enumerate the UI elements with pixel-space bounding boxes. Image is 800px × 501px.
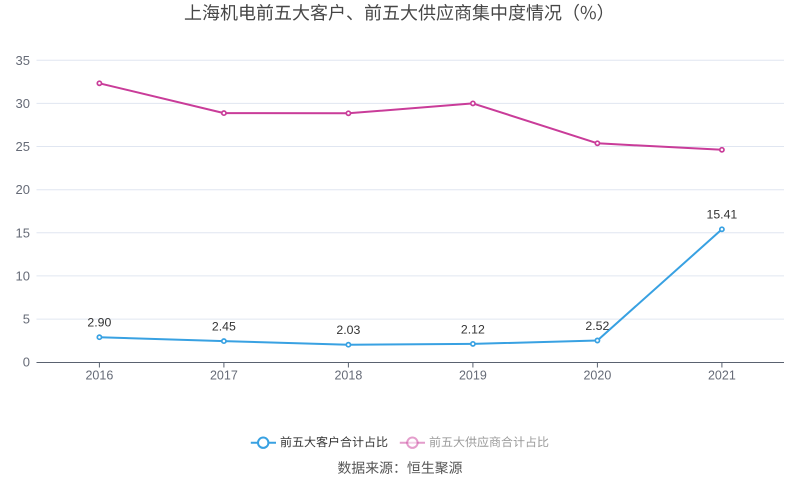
svg-text:2018: 2018: [334, 369, 362, 383]
svg-text:20: 20: [16, 182, 30, 197]
svg-text:2.90: 2.90: [87, 316, 111, 330]
svg-text:2021: 2021: [708, 369, 736, 383]
svg-text:15.41: 15.41: [707, 208, 738, 222]
svg-text:2.52: 2.52: [585, 319, 609, 333]
svg-text:10: 10: [16, 268, 30, 283]
svg-text:2016: 2016: [85, 369, 113, 383]
svg-text:2020: 2020: [583, 369, 611, 383]
svg-text:30: 30: [16, 96, 30, 111]
svg-text:25: 25: [16, 139, 30, 154]
svg-text:2017: 2017: [210, 369, 238, 383]
svg-text:35: 35: [16, 53, 30, 68]
svg-text:2019: 2019: [459, 369, 487, 383]
svg-text:0: 0: [23, 355, 30, 370]
svg-text:2.45: 2.45: [212, 320, 236, 334]
svg-text:2.03: 2.03: [336, 323, 360, 337]
svg-text:15: 15: [16, 225, 30, 240]
svg-text:5: 5: [23, 312, 30, 327]
svg-text:2.12: 2.12: [461, 322, 485, 336]
